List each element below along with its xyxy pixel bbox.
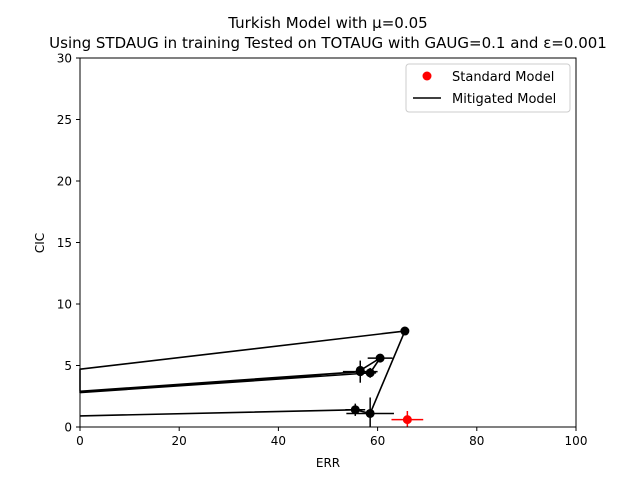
data-point-mitigated [355,365,365,375]
chart-subtitle: Using STDAUG in training Tested on TOTAU… [49,34,607,52]
y-tick-label: 30 [57,52,72,66]
data-point-standard [402,415,412,425]
y-tick-label: 20 [57,175,72,189]
y-tick-label: 15 [57,236,72,250]
plot-frame [79,57,577,428]
legend-label-standard: Standard Model [452,70,554,85]
legend: Standard Model Mitigated Model [405,63,571,113]
y-tick-label: 25 [57,113,72,127]
y-tick-label: 5 [64,359,72,373]
x-tick-label: 40 [271,434,286,448]
legend-label-mitigated: Mitigated Model [452,92,556,107]
legend-box [405,63,571,113]
data-point-mitigated [400,326,410,336]
y-axis-label: CIC [33,233,47,253]
data-point-mitigated [365,368,375,378]
chart-title: Turkish Model with μ=0.05 [227,14,427,32]
x-axis-label: ERR [316,456,340,470]
x-tick-label: 80 [469,434,484,448]
y-tick-label: 10 [57,298,72,312]
x-tick-label: 100 [565,434,588,448]
data-point-mitigated [365,408,375,418]
x-tick-label: 20 [172,434,187,448]
data-point-mitigated [350,405,360,415]
legend-marker-standard [422,71,432,81]
y-tick-label: 0 [64,421,72,435]
x-tick-label: 0 [76,434,84,448]
x-tick-label: 60 [370,434,385,448]
data-point-mitigated [375,353,385,363]
